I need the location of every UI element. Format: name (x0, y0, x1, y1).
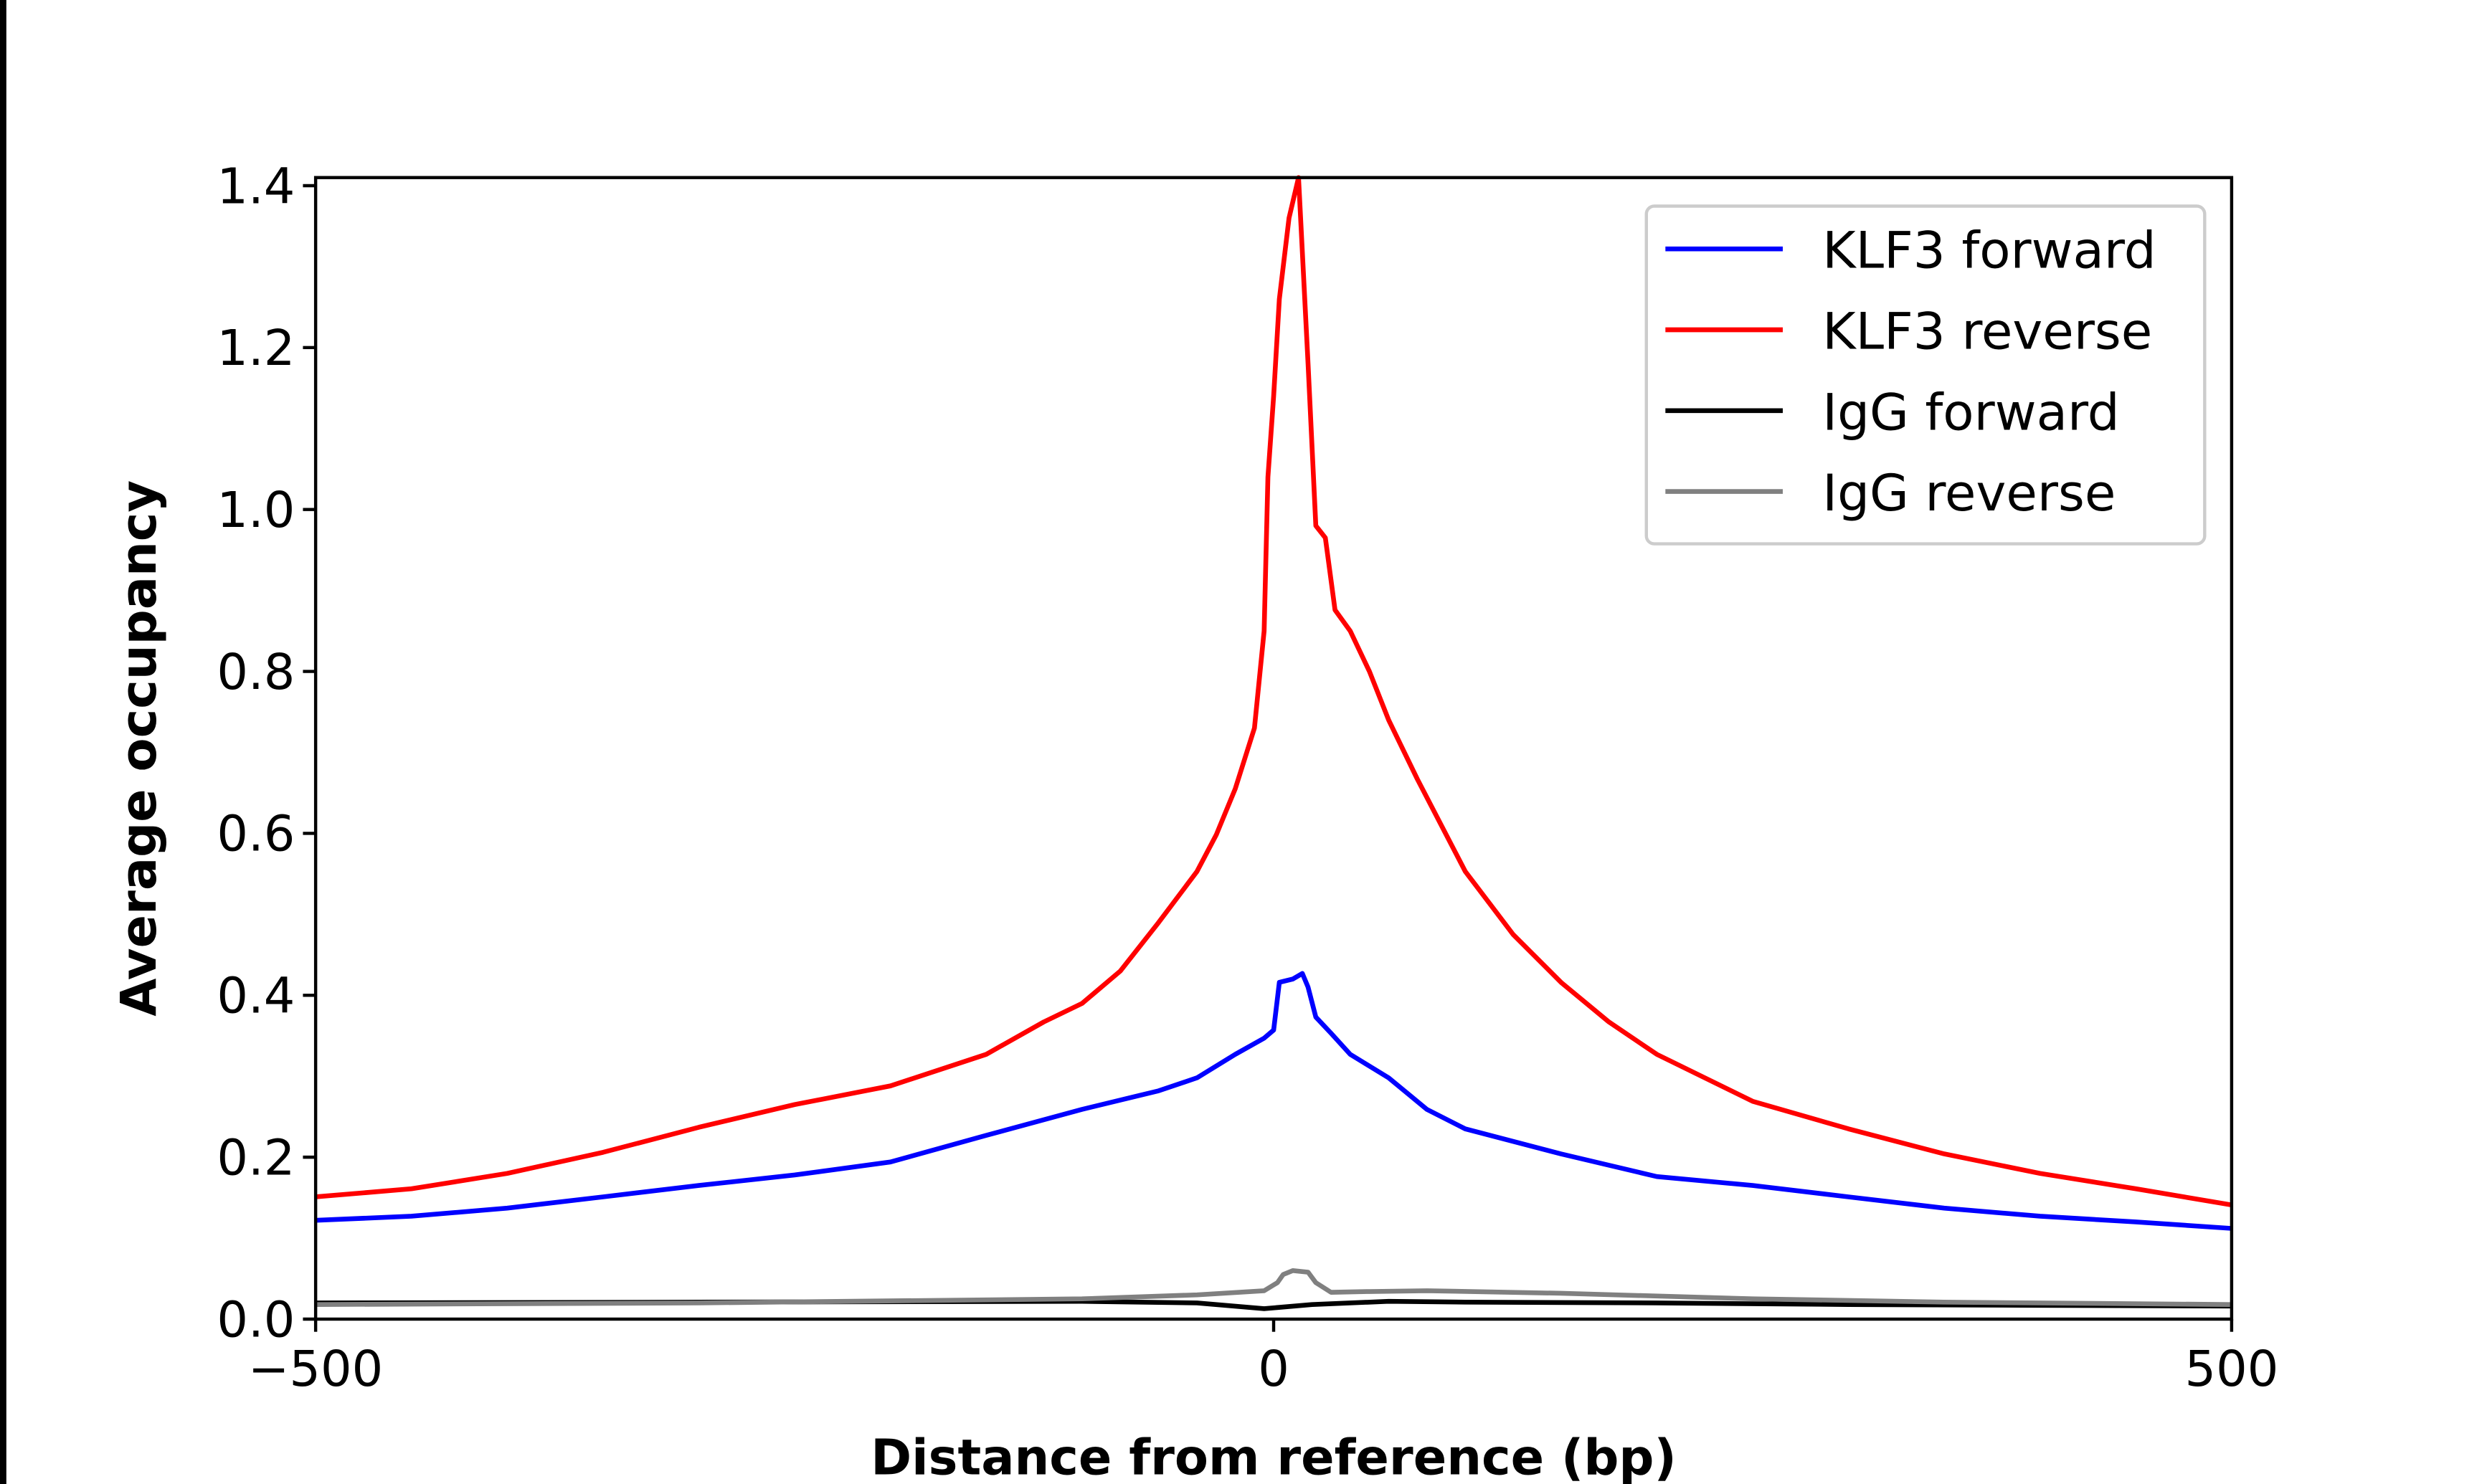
y-tick-label: 1.2 (217, 320, 295, 377)
axes: 0.0 0.2 0.4 0.6 0.8 1.0 1.2 1.4 −500 0 500 (217, 158, 2278, 1398)
plot-area (315, 175, 2232, 1311)
y-tick-label: 0.6 (217, 806, 295, 863)
legend: KLF3 forward KLF3 reverse IgG forward IgG r… (1644, 204, 2207, 546)
y-axis-label: Average occupancy (110, 480, 168, 1017)
legend-label: IgG forward (1822, 382, 2119, 442)
x-tick-label: 0 (1258, 1341, 1289, 1398)
x-tick-label: −500 (248, 1341, 383, 1398)
series-line-klf3-forward (315, 971, 2232, 1231)
y-tick-label: 0.0 (217, 1291, 295, 1349)
left-border (0, 0, 6, 1484)
y-tick-label: 0.4 (217, 968, 295, 1025)
y-tick-label: 1.0 (217, 482, 295, 539)
series-line-igg-forward (316, 1298, 2232, 1311)
legend-label: IgG reverse (1822, 463, 2116, 523)
series-line-klf3-reverse (315, 175, 2232, 1208)
x-tick-label: 500 (2184, 1341, 2278, 1398)
legend-box (1644, 204, 2207, 546)
y-tick-label: 0.8 (217, 644, 295, 701)
series-line-igg-reverse (316, 1268, 2232, 1307)
x-axis-label: Distance from reference (bp) (871, 1430, 1677, 1484)
y-tick-label: 0.2 (217, 1129, 295, 1186)
legend-label: KLF3 forward (1822, 221, 2156, 280)
y-tick-label: 1.4 (217, 158, 295, 215)
legend-label: KLF3 reverse (1822, 302, 2152, 361)
